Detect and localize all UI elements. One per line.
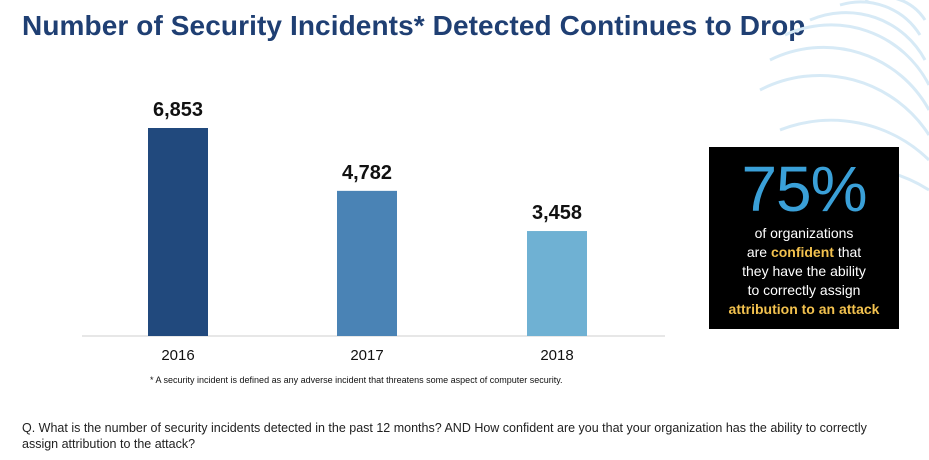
callout-text: of organizations are confident that they… (709, 224, 899, 319)
stat-callout: 75% of organizations are confident that … (709, 147, 899, 329)
callout-line-3: they have the ability (742, 263, 866, 279)
footnote: * A security incident is defined as any … (150, 375, 563, 385)
callout-line-4: to correctly assign (747, 282, 861, 298)
callout-line-2-pre: are (746, 244, 771, 260)
callout-highlight-attribution: attribution to an attack (728, 301, 880, 317)
data-label-2018: 3,458 (532, 202, 582, 224)
data-label-2016: 6,853 (153, 99, 203, 121)
callout-line-2-post: that (833, 244, 862, 260)
callout-line-2: are confident that (709, 243, 899, 262)
bar-chart: 6,853 2016 4,782 2017 3,458 2018 (82, 99, 665, 364)
data-label-2017: 4,782 (342, 162, 392, 184)
fingerprint-watermark-icon (759, 0, 929, 192)
bar-2017 (337, 190, 397, 336)
callout-highlight-confident: confident (770, 244, 834, 260)
callout-line-1: of organizations (754, 225, 854, 241)
callout-percent: 75% (741, 153, 867, 225)
x-tick-label-2018: 2018 (540, 347, 573, 364)
bar-2016 (148, 128, 208, 336)
x-tick-label-2017: 2017 (350, 347, 383, 364)
page-title: Number of Security Incidents* Detected C… (22, 10, 806, 41)
bar-2018 (527, 231, 587, 336)
x-tick-label-2016: 2016 (161, 347, 194, 364)
survey-question: Q. What is the number of security incide… (22, 421, 867, 451)
